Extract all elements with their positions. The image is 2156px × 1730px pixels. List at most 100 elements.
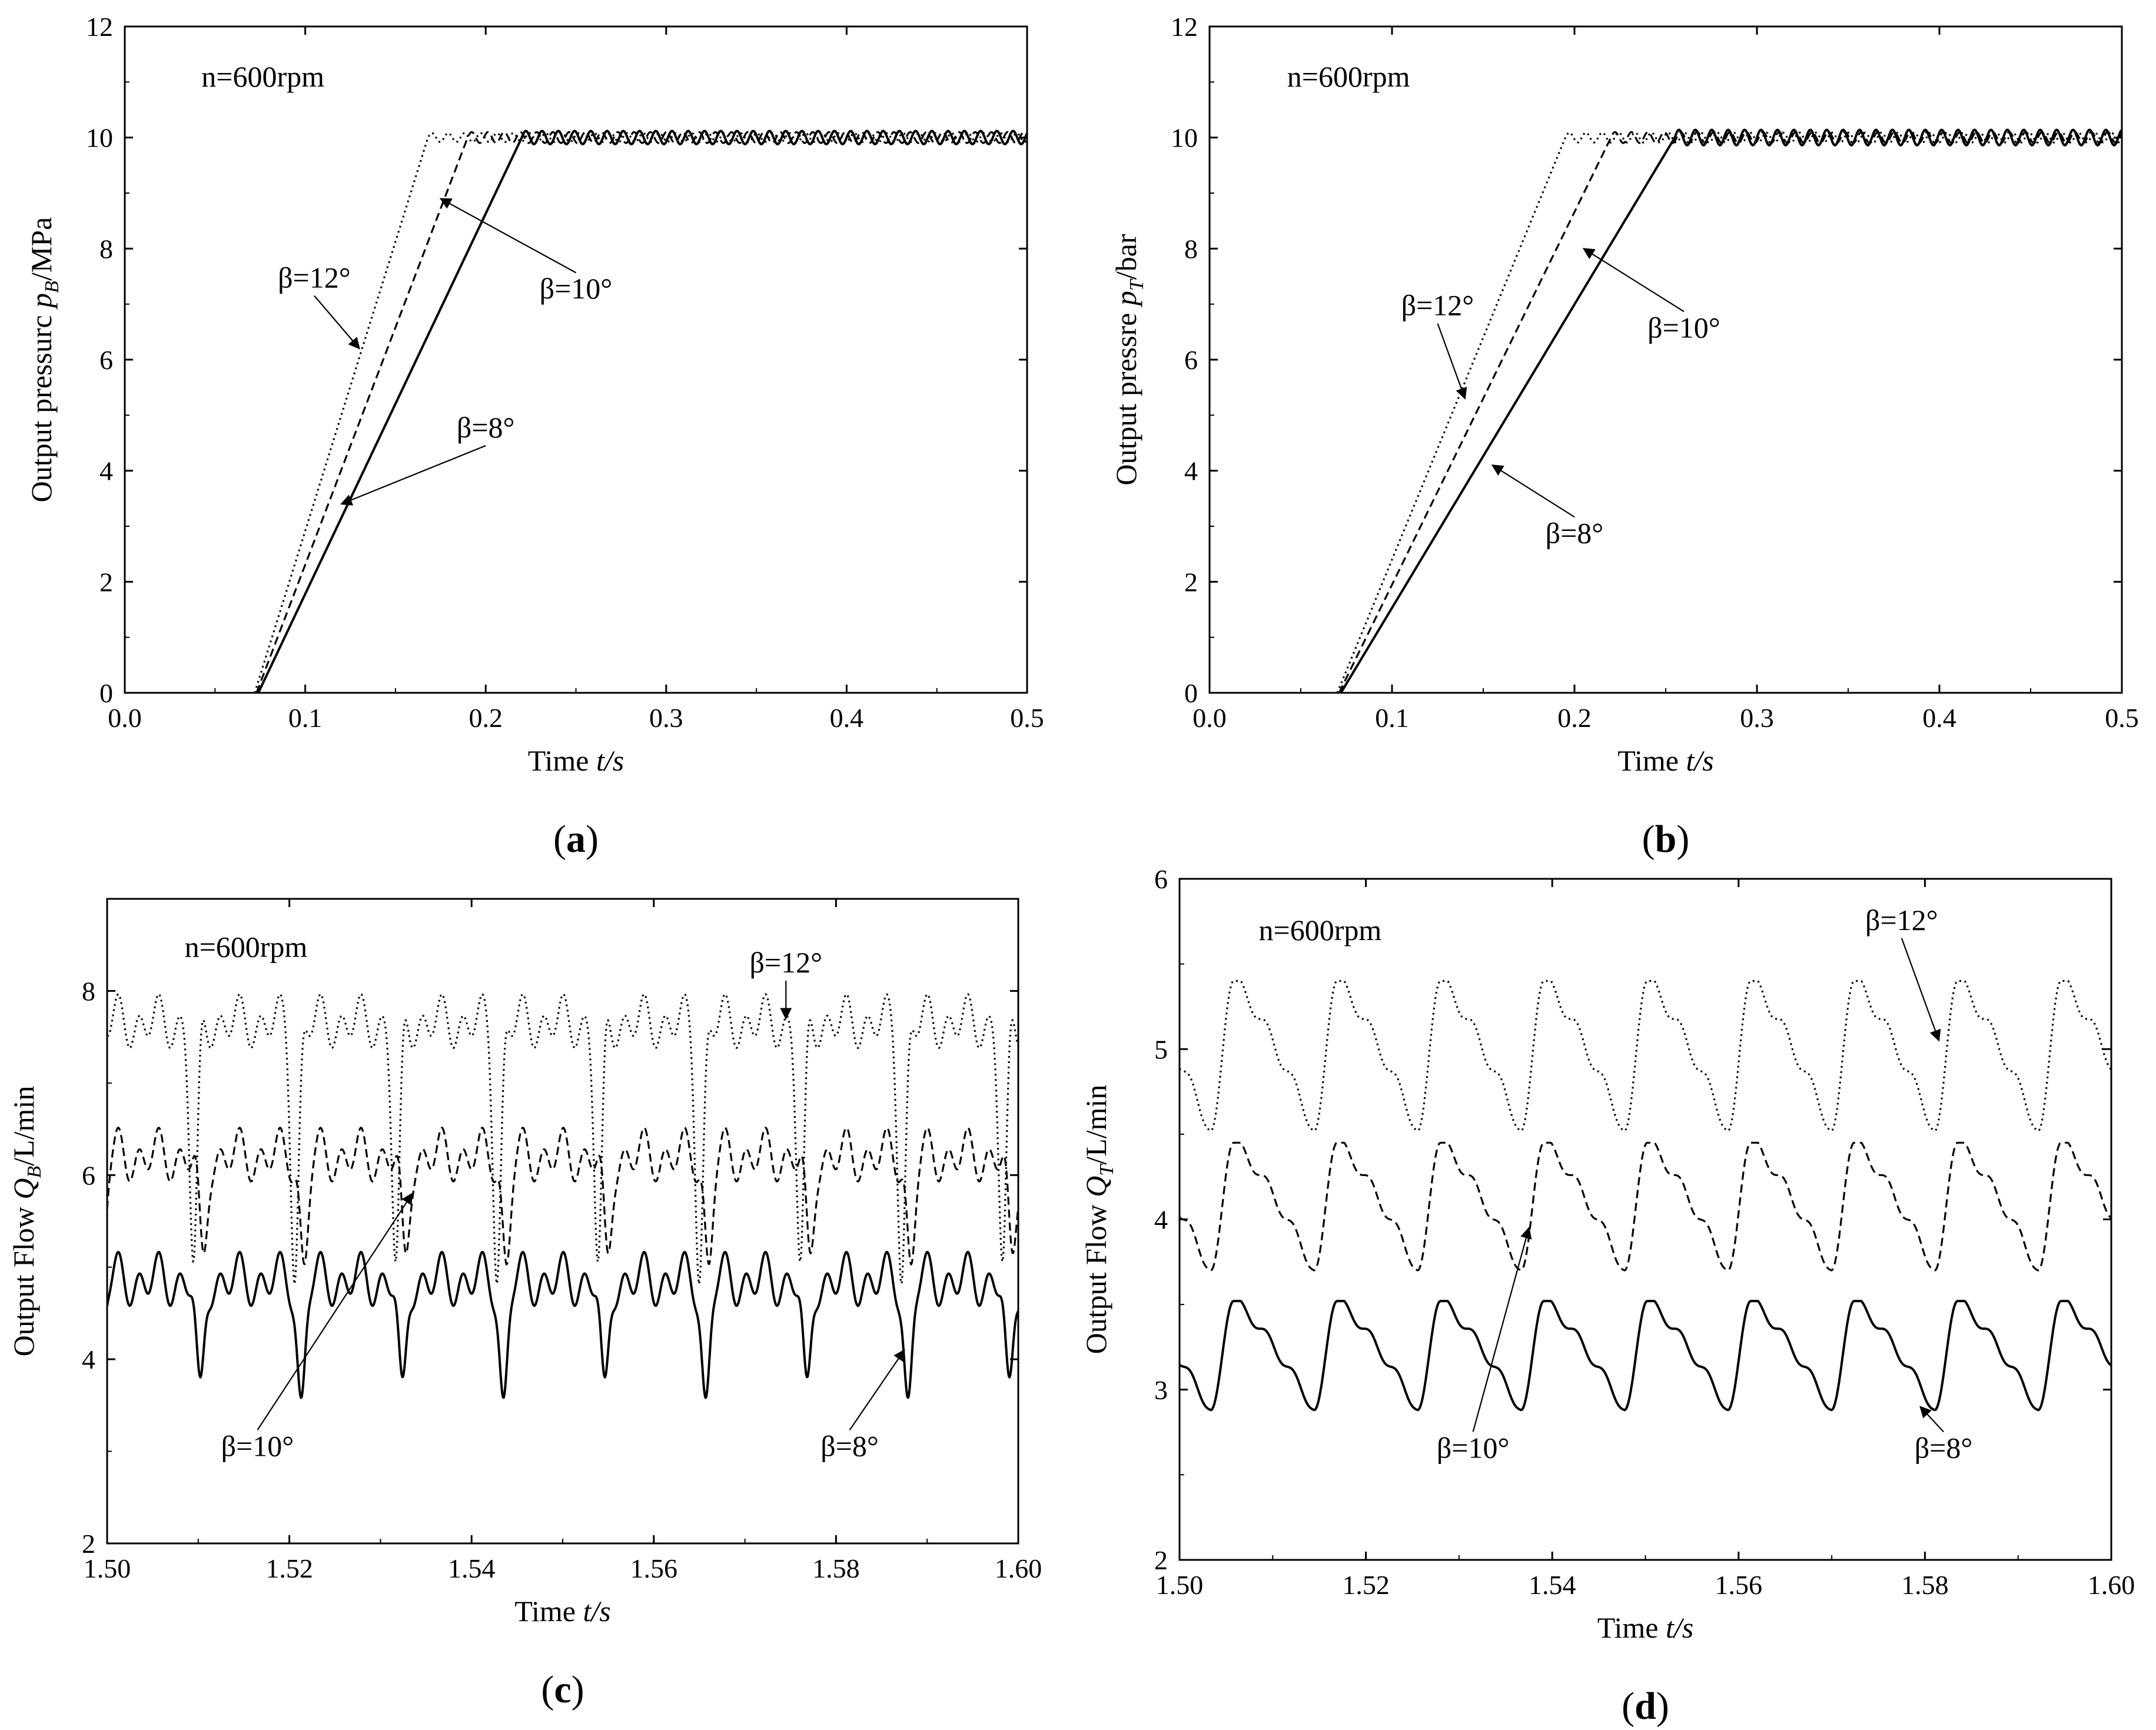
y-tick-label: 5	[1154, 1034, 1168, 1064]
x-tick-label: 1.52	[265, 1553, 313, 1583]
x-tick-label: 0.0	[108, 703, 142, 733]
x-tick-label: 0.3	[1740, 703, 1774, 733]
x-tick-label: 1.54	[1529, 1570, 1576, 1600]
beta-annotation: β=8°	[1915, 1431, 1973, 1464]
y-axis-label-main: Output Flow	[7, 1200, 40, 1357]
beta-annotation: β=12°	[278, 261, 351, 294]
panel-label-open: (	[1642, 818, 1655, 861]
x-tick-label: 1.50	[1156, 1570, 1204, 1600]
x-tick-label: 0.3	[649, 703, 683, 733]
annotation-arrow	[1437, 323, 1467, 400]
y-axis-label-main: Output pressre	[1109, 306, 1142, 486]
y-tick-label: 6	[99, 345, 113, 375]
x-tick-label: 1.58	[812, 1553, 860, 1583]
y-tick-label: 10	[86, 123, 113, 153]
y-axis-label-sub: T	[1126, 278, 1148, 291]
panel-label-letter: b	[1655, 818, 1677, 861]
y-tick-label: 2	[1184, 567, 1198, 597]
condition-label: n=600rpm	[1287, 60, 1410, 93]
panel-label-close: )	[1676, 818, 1689, 861]
y-tick-label: 0	[99, 678, 113, 708]
panel-b: 0.0 0.1 0.2 0.3 0.4 0.5 0 2 4 6 8 10 12 n=600rpm β=12°…	[1109, 12, 2139, 861]
panel-label: (a)	[553, 818, 599, 861]
y-tick-label: 2	[82, 1529, 95, 1559]
annotation-arrow	[314, 295, 360, 350]
y-tick-label: 6	[82, 1160, 95, 1190]
x-tick-label: 1.52	[1342, 1570, 1390, 1600]
plot-frame	[124, 25, 1028, 694]
series-group	[1336, 128, 2122, 693]
beta-annotation: β=8°	[1546, 516, 1604, 549]
y-axis-label: Output pressurc pB/MPa	[25, 217, 63, 503]
x-axis-label: Time t/s	[1597, 1611, 1694, 1644]
x-tick-label: 0.2	[469, 703, 503, 733]
y-axis-label-main: Output pressurc	[25, 308, 58, 503]
series-group	[107, 993, 1018, 1399]
annotation-arrow	[1582, 248, 1685, 313]
annotation-arrow	[1901, 938, 1941, 1042]
annotation-arrow	[849, 1349, 905, 1431]
x-tick-label: 1.56	[630, 1553, 678, 1583]
y-tick-label: 8	[82, 976, 95, 1006]
x-tick-label: 1.60	[995, 1553, 1042, 1583]
series-line-dashed	[1180, 1141, 2111, 1271]
beta-annotation: β=10°	[221, 1429, 294, 1462]
series-line-solid	[1340, 128, 2122, 693]
series-line-solid	[1180, 1300, 2111, 1412]
series-line-dotted	[1180, 979, 2111, 1132]
panel-label-letter: c	[554, 1668, 571, 1711]
y-axis-label-unit: /L/min	[1079, 1085, 1112, 1165]
y-tick-label: 3	[1154, 1375, 1168, 1405]
y-axis-label-var: p	[1109, 291, 1142, 307]
series-line-dashed	[107, 1127, 1018, 1266]
panel-label-open: (	[541, 1668, 554, 1711]
x-tick-label: 1.54	[448, 1553, 496, 1583]
beta-annotation: β=8°	[457, 411, 515, 444]
beta-annotation: β=8°	[820, 1429, 879, 1462]
y-tick-label: 4	[1184, 456, 1198, 486]
y-axis-label: Output Flow QT/L/min	[1079, 1085, 1118, 1354]
series-line-dotted	[254, 132, 1027, 693]
series-line-dashed	[1338, 131, 2122, 693]
y-axis-label-unit: /MPa	[25, 217, 58, 281]
x-tick-label: 1.50	[84, 1553, 131, 1583]
series-line-solid	[257, 129, 1027, 693]
panel-label: (b)	[1642, 818, 1690, 861]
panel-label-close: )	[1656, 1685, 1669, 1728]
series-line-dashed	[255, 131, 1027, 693]
series-group	[1180, 979, 2111, 1412]
panel-label-close: )	[586, 818, 599, 861]
x-axis-label-var: t/s	[583, 1595, 611, 1628]
x-tick-label: 0.1	[1375, 703, 1409, 733]
y-tick-label: 4	[1154, 1205, 1168, 1235]
x-tick-label: 0.0	[1192, 703, 1227, 733]
y-tick-label: 2	[1154, 1545, 1168, 1575]
x-tick-label: 0.5	[2105, 703, 2139, 733]
x-axis-label-word: Time	[528, 744, 596, 777]
panel-c: 1.50 1.52 1.54 1.56 1.58 1.60 2 4 6 8 n=600rpm β=12…	[7, 898, 1042, 1711]
x-axis-label-var: t/s	[596, 744, 624, 777]
y-axis-label-sub: B	[24, 1166, 45, 1178]
beta-annotation: β=10°	[1647, 311, 1720, 344]
condition-label: n=600rpm	[1259, 914, 1382, 947]
x-tick-label: 1.58	[1901, 1570, 1949, 1600]
x-axis-label: Time t/s	[1617, 744, 1714, 777]
panel-label: (c)	[541, 1668, 584, 1711]
x-tick-label: 1.60	[2088, 1570, 2135, 1600]
annotation-arrow	[1472, 1227, 1532, 1432]
y-axis-label-sub: B	[41, 281, 63, 293]
x-tick-label: 0.2	[1557, 703, 1592, 733]
y-tick-label: 4	[99, 456, 113, 486]
panel-label-letter: d	[1635, 1685, 1656, 1728]
panel-label-close: )	[572, 1668, 584, 1711]
x-tick-label: 0.5	[1010, 703, 1044, 733]
y-axis-label-var: Q	[1079, 1176, 1112, 1197]
y-tick-label: 8	[1184, 234, 1198, 264]
x-axis-label: Time t/s	[528, 744, 624, 777]
panel-label-open: (	[553, 818, 566, 861]
annotation-arrow	[340, 445, 486, 506]
plot-frame	[1208, 25, 2123, 694]
x-axis-label-var: t/s	[1686, 744, 1714, 777]
annotation-arrow	[1491, 464, 1575, 518]
y-tick-label: 0	[1184, 678, 1198, 708]
